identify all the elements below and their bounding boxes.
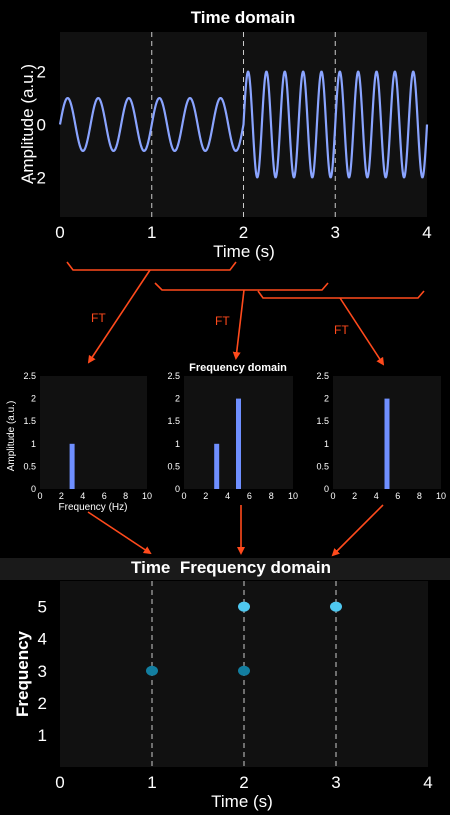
- ft-label-1: FT: [91, 311, 106, 325]
- freq-y-tick-label: 2.5: [167, 371, 180, 381]
- ft-arrows: [87, 269, 385, 366]
- freq-y-tick-label: 2.5: [316, 371, 329, 381]
- frequency-bar: [384, 398, 390, 489]
- time-y-tick-label: 2: [37, 63, 46, 82]
- ft-label-3: FT: [334, 323, 349, 337]
- freq-y-tick-label: 1: [324, 439, 329, 449]
- tf-y-tick-label: 2: [38, 694, 47, 713]
- freq-x-tick-label: 0: [181, 491, 186, 501]
- tf-x-tick-label: 3: [331, 773, 340, 792]
- freq-x-axis-label: Frequency (Hz): [59, 502, 128, 513]
- time-y-axis-label: Amplitude (a.u.): [18, 64, 37, 184]
- freq-x-tick-label: 2: [203, 491, 208, 501]
- freq-y-tick-label: 2: [31, 394, 36, 404]
- freq-x-tick-label: 0: [330, 491, 335, 501]
- tf-x-tick-label: 2: [239, 773, 248, 792]
- ft-arrow-3: [339, 297, 385, 366]
- tf-domain-title: Time Frequency domain: [131, 558, 331, 577]
- time-x-tick-label: 4: [422, 223, 431, 242]
- freq-y-tick-label: 2: [175, 394, 180, 404]
- tf-y-axis-label: Frequency: [13, 630, 32, 717]
- frequency-bar: [214, 443, 220, 489]
- frequency-plot-1: 0 2 4 6 8 10 0 0.5 1 1.5 2 2.5: [23, 371, 152, 501]
- freq-y-tick-label: 2.5: [23, 371, 36, 381]
- time-x-axis-label: Time (s): [213, 242, 275, 261]
- time-plot-ticks: 0 1 2 3 4 2 0 -2: [31, 63, 432, 242]
- freq-x-tick-label: 8: [269, 491, 274, 501]
- frequency-bar: [69, 443, 75, 489]
- freq-x-tick-label: 2: [59, 491, 64, 501]
- time-x-tick-label: 2: [239, 223, 248, 242]
- tf-point: [330, 601, 342, 612]
- time-y-tick-label: -2: [31, 168, 46, 187]
- time-y-tick-label: 0: [37, 116, 46, 135]
- freq-y-tick-label: 0: [175, 484, 180, 494]
- window-bracket-3: [257, 290, 425, 299]
- frequency-bar: [236, 398, 241, 489]
- tf-y-tick-label: 3: [38, 662, 47, 681]
- freq-x-tick-label: 10: [142, 491, 152, 501]
- freq-y-tick-label: 0: [31, 484, 36, 494]
- time-x-tick-label: 1: [147, 223, 156, 242]
- tf-point: [238, 601, 250, 612]
- frequency-plot-2: 0 2 4 6 8 10 0 0.5 1 1.5 2 2.5: [167, 371, 298, 501]
- tf-title-band: [0, 558, 450, 580]
- freq-y-tick-label: 0.5: [23, 461, 36, 471]
- freq-x-tick-label: 8: [123, 491, 128, 501]
- ft-arrow-2: [232, 289, 245, 360]
- freq-y-tick-label: 0.5: [316, 461, 329, 471]
- freq-y-tick-label: 1: [175, 439, 180, 449]
- tf-y-tick-label: 4: [38, 630, 47, 649]
- freq-y-tick-label: 1: [31, 439, 36, 449]
- freq-x-tick-label: 6: [395, 491, 400, 501]
- ft-label-2: FT: [215, 314, 230, 328]
- tf-plot-ticks: 0 1 2 3 4 1 2 3 4 5: [38, 598, 433, 792]
- time-x-tick-label: 3: [331, 223, 340, 242]
- freq-y-tick-label: 2: [324, 394, 329, 404]
- ft-arrow-1: [87, 269, 151, 364]
- freq-x-tick-label: 10: [436, 491, 446, 501]
- freq-y-axis-label: Amplitude (a.u.): [6, 401, 17, 472]
- tf-y-tick-label: 5: [38, 598, 47, 617]
- frequency-domain-title: Frequency domain: [189, 362, 287, 374]
- freq-y-tick-label: 0: [324, 484, 329, 494]
- freq-y-tick-label: 1.5: [167, 416, 180, 426]
- freq-y-tick-label: 1.5: [23, 416, 36, 426]
- freq-x-tick-label: 4: [374, 491, 379, 501]
- window-bracket-1: [66, 261, 237, 271]
- time-signal-line: [58, 70, 429, 179]
- tf-x-axis-label: Time (s): [211, 792, 273, 811]
- tf-y-tick-label: 1: [38, 726, 47, 745]
- freq-x-tick-label: 2: [352, 491, 357, 501]
- freq-x-tick-label: 10: [288, 491, 298, 501]
- frequency-plot-3: 0 2 4 6 8 10 0 0.5 1 1.5 2 2.5: [316, 371, 446, 501]
- merge-arrow-1: [87, 511, 152, 555]
- tf-points: [146, 601, 342, 676]
- freq-x-tick-label: 4: [80, 491, 85, 501]
- frequency-plot-area: [40, 376, 147, 489]
- tf-x-tick-label: 1: [147, 773, 156, 792]
- window-brackets: [66, 261, 425, 299]
- freq-x-tick-label: 0: [37, 491, 42, 501]
- merge-arrow-3: [331, 504, 384, 557]
- freq-y-tick-label: 1.5: [316, 416, 329, 426]
- tf-x-tick-label: 0: [55, 773, 64, 792]
- freq-x-tick-label: 4: [225, 491, 230, 501]
- tf-x-tick-label: 4: [423, 773, 432, 792]
- time-x-tick-label: 0: [55, 223, 64, 242]
- freq-x-tick-label: 6: [102, 491, 107, 501]
- tf-point: [146, 665, 158, 676]
- window-bracket-2: [154, 282, 329, 291]
- freq-x-tick-label: 6: [247, 491, 252, 501]
- freq-x-tick-label: 8: [417, 491, 422, 501]
- freq-y-tick-label: 0.5: [167, 461, 180, 471]
- tf-point: [238, 665, 250, 676]
- time-domain-title: Time domain: [191, 8, 296, 27]
- merge-arrows: [87, 504, 384, 557]
